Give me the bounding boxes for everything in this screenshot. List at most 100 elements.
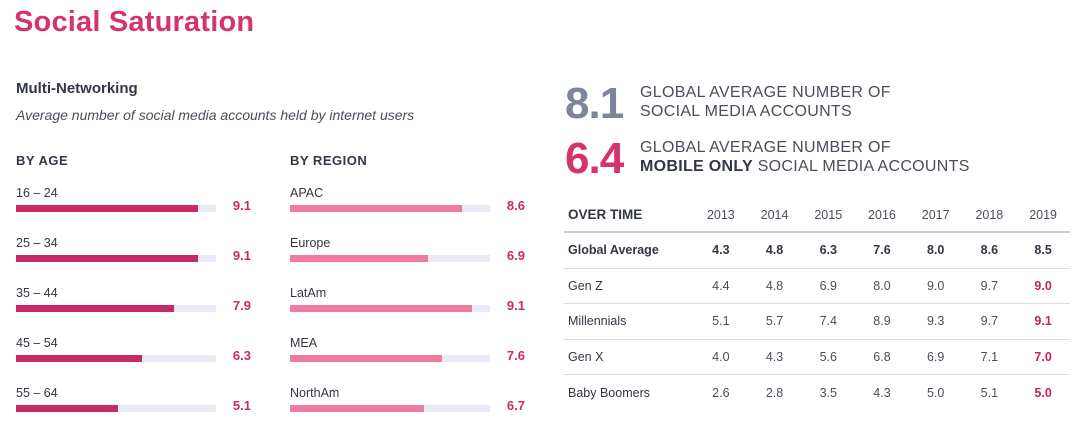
age-bar-track bbox=[16, 305, 216, 312]
table-cell: 8.0 bbox=[908, 230, 963, 269]
age-bar-label: 35 – 44 bbox=[16, 286, 58, 300]
table-cell: 4.4 bbox=[694, 267, 748, 304]
table-cell: 9.1 bbox=[1016, 303, 1070, 340]
mobile-only-emphasis: MOBILE ONLY bbox=[640, 158, 753, 175]
age-bar-track bbox=[16, 255, 216, 262]
age-bar-value: 5.1 bbox=[232, 398, 251, 413]
region-bar bbox=[290, 305, 472, 312]
table-cell: 2.6 bbox=[694, 374, 748, 410]
age-bar bbox=[16, 305, 174, 312]
age-bar-track bbox=[16, 205, 216, 212]
age-bar bbox=[16, 255, 198, 262]
table-cell: 6.9 bbox=[908, 338, 963, 375]
region-bar-row: NorthAm 6.7 bbox=[290, 386, 525, 426]
table-cell: 7.0 bbox=[1016, 338, 1070, 375]
region-bar-row: LatAm 9.1 bbox=[290, 286, 525, 326]
table-row: Millennials 5.1 5.7 7.4 8.9 9.3 9.7 9.1 bbox=[564, 303, 1070, 340]
global-average-caption-line2: SOCIAL MEDIA ACCOUNTS bbox=[640, 103, 852, 120]
table-row: Global Average 4.3 4.8 6.3 7.6 8.0 8.6 8.5 bbox=[564, 230, 1070, 269]
table-cell: 6.3 bbox=[801, 230, 856, 269]
table-cell: 6.8 bbox=[855, 338, 909, 375]
table-cell: 7.1 bbox=[962, 338, 1017, 375]
table-cell: 4.8 bbox=[747, 267, 802, 304]
table-cell: 5.1 bbox=[694, 303, 748, 340]
row-label: Gen X bbox=[564, 338, 694, 375]
table-row: Gen X 4.0 4.3 5.6 6.8 6.9 7.1 7.0 bbox=[564, 338, 1070, 375]
region-bar-value: 6.7 bbox=[506, 398, 525, 413]
table-cell: 8.6 bbox=[962, 230, 1017, 269]
table-cell: 5.0 bbox=[908, 374, 963, 410]
year-column-header: 2013 bbox=[706, 207, 735, 222]
table-cell: 4.3 bbox=[694, 230, 748, 269]
over-time-table: OVER TIME 2013 2014 2015 2016 2017 2018 2019 Gl… bbox=[564, 198, 1070, 410]
age-bar-track bbox=[16, 355, 216, 362]
global-average-caption: GLOBAL AVERAGE NUMBER OF SOCIAL MEDIA AC… bbox=[640, 83, 891, 121]
table-cell: 4.8 bbox=[747, 230, 802, 269]
table-cell: 2.8 bbox=[747, 374, 802, 410]
year-column-header: 2014 bbox=[760, 207, 789, 222]
table-cell: 4.3 bbox=[855, 374, 909, 410]
region-bar-label: MEA bbox=[290, 336, 318, 350]
region-bar-value: 6.9 bbox=[506, 248, 525, 263]
year-column-header: 2018 bbox=[975, 207, 1004, 222]
age-bar-row: 25 – 34 9.1 bbox=[16, 236, 251, 276]
age-bar-value: 9.1 bbox=[232, 198, 251, 213]
year-column-header: 2016 bbox=[868, 207, 896, 222]
row-label: Global Average bbox=[564, 230, 694, 269]
table-cell: 5.0 bbox=[1016, 374, 1070, 410]
over-time-heading: OVER TIME bbox=[568, 207, 643, 222]
mobile-only-stat: 6.4 bbox=[565, 134, 624, 183]
age-bar-row: 55 – 64 5.1 bbox=[16, 386, 251, 426]
mobile-only-caption-line2: MOBILE ONLY SOCIAL MEDIA ACCOUNTS bbox=[640, 157, 970, 176]
page-title: Social Saturation bbox=[14, 6, 255, 38]
region-bar-track bbox=[290, 405, 490, 412]
section-heading: Multi-Networking bbox=[16, 80, 138, 97]
age-bar-row: 45 – 54 6.3 bbox=[16, 336, 251, 376]
table-cell: 6.9 bbox=[801, 267, 856, 304]
table-cell: 7.4 bbox=[801, 303, 856, 340]
age-bar-label: 25 – 34 bbox=[16, 236, 58, 250]
region-bar-row: Europe 6.9 bbox=[290, 236, 525, 276]
table-cell: 5.7 bbox=[747, 303, 802, 340]
region-bar-track bbox=[290, 255, 490, 262]
table-cell: 9.7 bbox=[962, 267, 1017, 304]
age-bar bbox=[16, 355, 142, 362]
table-cell: 9.7 bbox=[962, 303, 1017, 340]
region-bar-track bbox=[290, 205, 490, 212]
table-cell: 4.0 bbox=[694, 338, 748, 375]
by-age-heading: BY AGE bbox=[16, 153, 69, 168]
age-bar-track bbox=[16, 405, 216, 412]
section-description: Average number of social media accounts … bbox=[16, 107, 415, 123]
region-bar-row: APAC 8.6 bbox=[290, 186, 525, 226]
region-bar-value: 8.6 bbox=[506, 198, 525, 213]
age-bar-row: 35 – 44 7.9 bbox=[16, 286, 251, 326]
global-average-stat: 8.1 bbox=[565, 79, 624, 128]
region-bar bbox=[290, 255, 428, 262]
age-bar-label: 45 – 54 bbox=[16, 336, 58, 350]
table-cell: 3.5 bbox=[801, 374, 856, 410]
region-bar-label: Europe bbox=[290, 236, 331, 250]
by-region-heading: BY REGION bbox=[290, 153, 368, 168]
global-average-caption-line1: GLOBAL AVERAGE NUMBER OF bbox=[640, 84, 891, 101]
region-bar-track bbox=[290, 355, 490, 362]
age-bar-label: 16 – 24 bbox=[16, 186, 58, 200]
year-column-header: 2015 bbox=[814, 207, 843, 222]
region-bar bbox=[290, 205, 462, 212]
region-bar-label: LatAm bbox=[290, 286, 327, 300]
table-cell: 7.6 bbox=[855, 230, 909, 269]
table-cell: 5.6 bbox=[801, 338, 856, 375]
table-cell: 5.1 bbox=[962, 374, 1017, 410]
region-bar-label: APAC bbox=[290, 186, 324, 200]
region-bar bbox=[290, 405, 424, 412]
table-cell: 4.3 bbox=[747, 338, 802, 375]
age-bar-label: 55 – 64 bbox=[16, 386, 58, 400]
region-bar-track bbox=[290, 305, 490, 312]
row-label: Gen Z bbox=[564, 267, 694, 304]
age-bar-value: 9.1 bbox=[232, 248, 251, 263]
region-bar-value: 7.6 bbox=[506, 348, 525, 363]
table-cell: 8.9 bbox=[855, 303, 909, 340]
table-cell: 9.0 bbox=[1016, 267, 1070, 304]
mobile-only-caption-line1: GLOBAL AVERAGE NUMBER OF bbox=[640, 139, 891, 156]
row-label: Millennials bbox=[564, 303, 694, 340]
region-bar-label: NorthAm bbox=[290, 386, 340, 400]
